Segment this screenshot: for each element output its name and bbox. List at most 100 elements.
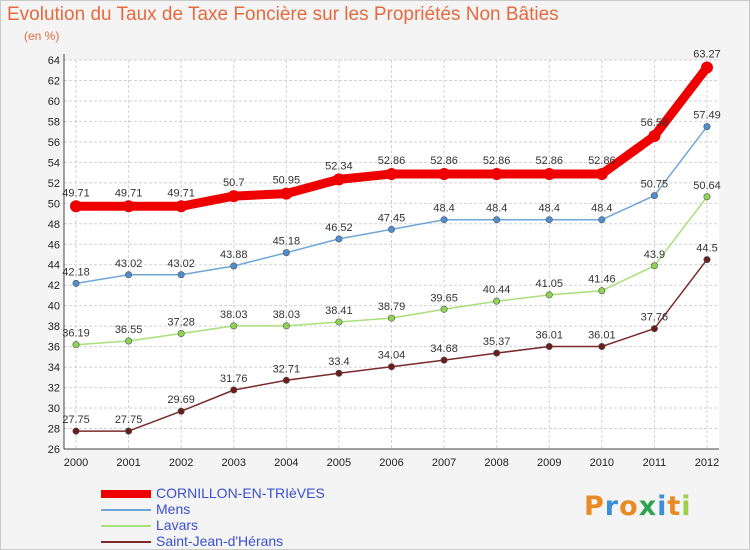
data-point: [648, 129, 661, 142]
data-label: 48.4: [433, 203, 454, 215]
data-label: 38.03: [220, 309, 248, 321]
data-point: [650, 325, 658, 333]
x-tick-label: 2003: [222, 457, 246, 469]
data-point: [335, 369, 343, 377]
data-label: 44.5: [696, 243, 717, 255]
plot-area: [64, 60, 719, 449]
data-label: 40.44: [483, 284, 511, 296]
logo-letter: r: [604, 491, 620, 522]
data-label: 37.76: [641, 312, 669, 324]
data-point: [72, 427, 80, 435]
x-tick-label: 2012: [695, 457, 719, 469]
data-label: 43.9: [644, 249, 665, 261]
data-label: 31.76: [220, 373, 248, 385]
data-label: 32.71: [273, 363, 301, 375]
data-point: [230, 262, 238, 270]
y-tick-label: 62: [48, 75, 60, 87]
data-label: 49.71: [62, 187, 90, 199]
data-label: 36.19: [62, 328, 90, 340]
x-tick-label: 2011: [643, 457, 667, 469]
data-label: 27.75: [115, 414, 143, 426]
data-label: 45.18: [273, 236, 301, 248]
data-point: [545, 216, 553, 224]
logo-letter: x: [638, 491, 658, 522]
y-tick-label: 44: [48, 260, 60, 272]
data-point: [440, 216, 448, 224]
data-label: 33.4: [328, 356, 349, 368]
data-label: 52.86: [535, 155, 563, 167]
data-point: [595, 168, 608, 181]
y-tick-label: 40: [48, 301, 60, 313]
data-label: 49.71: [115, 187, 143, 199]
data-point: [598, 216, 606, 224]
data-point: [598, 287, 606, 295]
data-label: 47.45: [378, 212, 406, 224]
data-point: [175, 200, 188, 213]
legend-swatch-lavars: [101, 525, 151, 527]
legend-swatch-saint-jean: [101, 541, 151, 543]
logo-letter: i: [657, 491, 668, 522]
x-tick-label: 2010: [590, 457, 614, 469]
y-tick-label: 34: [48, 362, 60, 374]
data-point: [650, 192, 658, 200]
data-point: [387, 225, 395, 233]
data-point: [280, 187, 293, 200]
data-label: 48.4: [591, 203, 612, 215]
data-label: 41.05: [535, 278, 563, 290]
data-label: 56.58: [641, 117, 669, 129]
data-label: 43.02: [167, 258, 195, 270]
y-tick-label: 36: [48, 342, 60, 354]
data-label: 48.4: [486, 203, 507, 215]
data-point: [703, 193, 711, 201]
data-point: [703, 123, 711, 131]
data-point: [70, 200, 82, 213]
data-point: [282, 376, 290, 384]
data-label: 50.64: [693, 180, 721, 192]
data-point: [543, 168, 556, 181]
data-label: 52.86: [483, 155, 511, 167]
data-point: [387, 363, 395, 371]
y-tick-label: 64: [48, 55, 60, 67]
data-label: 46.52: [325, 222, 353, 234]
data-label: 57.49: [693, 110, 721, 122]
x-tick-label: 2000: [64, 457, 88, 469]
data-point: [282, 322, 290, 330]
x-tick-label: 2005: [327, 457, 351, 469]
data-point: [125, 427, 133, 435]
logo-letter: i: [681, 491, 692, 522]
logo-letter: o: [619, 491, 639, 522]
y-tick-label: 26: [48, 444, 60, 456]
y-tick-label: 38: [48, 321, 60, 333]
data-point: [177, 330, 185, 338]
data-point: [72, 341, 80, 349]
data-point: [440, 305, 448, 313]
y-tick-label: 50: [48, 198, 60, 210]
data-label: 29.69: [167, 394, 195, 406]
data-label: 38.79: [378, 301, 406, 313]
data-point: [125, 271, 133, 279]
data-point: [598, 343, 606, 351]
legend-swatch-mens: [101, 509, 151, 511]
y-tick-label: 30: [48, 403, 60, 415]
data-point: [282, 249, 290, 257]
data-point: [72, 279, 80, 287]
y-tick-label: 54: [48, 157, 60, 169]
data-label: 52.86: [588, 155, 616, 167]
data-label: 39.65: [430, 292, 458, 304]
data-point: [177, 407, 185, 415]
data-label: 43.02: [115, 258, 143, 270]
data-label: 36.01: [588, 330, 616, 342]
data-point: [335, 235, 343, 243]
x-tick-label: 2008: [484, 457, 508, 469]
data-point: [122, 200, 135, 213]
data-label: 50.7: [223, 177, 244, 189]
x-tick-label: 2001: [116, 457, 140, 469]
data-label: 52.86: [430, 155, 458, 167]
data-point: [545, 291, 553, 299]
x-tick-label: 2006: [379, 457, 403, 469]
data-point: [230, 322, 238, 330]
data-point: [335, 318, 343, 326]
data-point: [493, 349, 501, 357]
